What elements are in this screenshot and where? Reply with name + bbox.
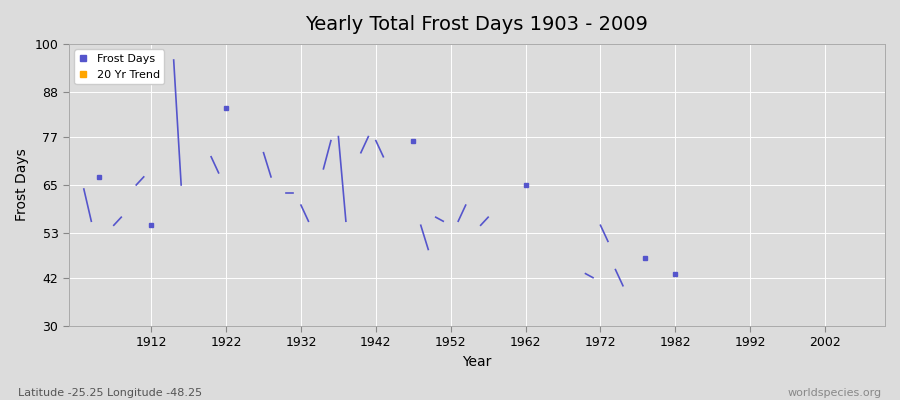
Text: Latitude -25.25 Longitude -48.25: Latitude -25.25 Longitude -48.25 [18, 388, 202, 398]
Title: Yearly Total Frost Days 1903 - 2009: Yearly Total Frost Days 1903 - 2009 [305, 15, 648, 34]
X-axis label: Year: Year [463, 355, 491, 369]
Text: worldspecies.org: worldspecies.org [788, 388, 882, 398]
Y-axis label: Frost Days: Frost Days [15, 148, 29, 221]
Legend: Frost Days, 20 Yr Trend: Frost Days, 20 Yr Trend [75, 50, 164, 84]
